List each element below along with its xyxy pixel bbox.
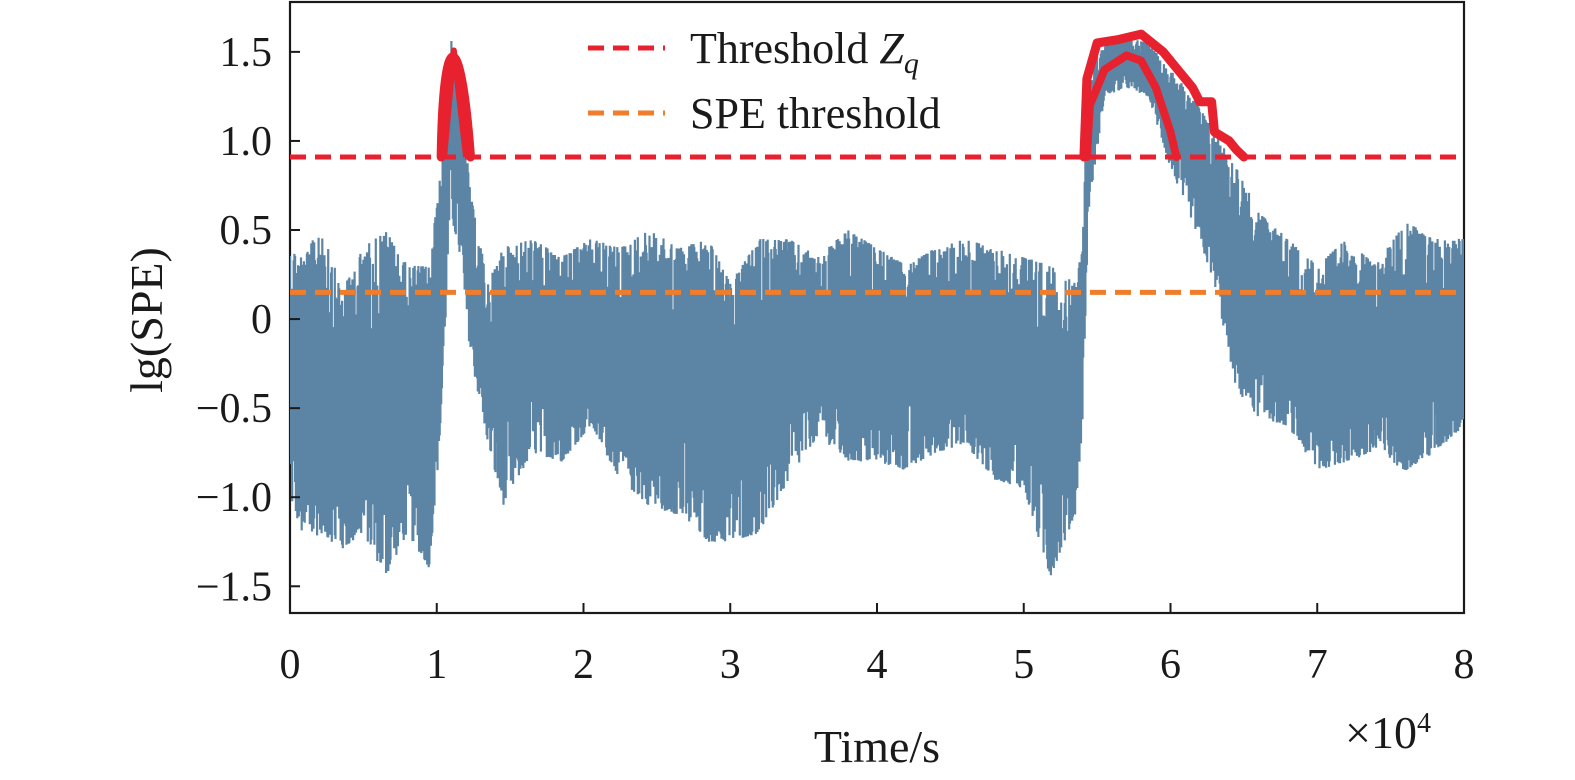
x-axis-multiplier: ×104 (1345, 707, 1431, 758)
legend-label-threshold-zq: Threshold Zq (690, 24, 919, 80)
y-tick-label: 0 (251, 297, 272, 343)
x-tick-label: 4 (867, 642, 888, 688)
y-axis-title: lg(SPE) (121, 247, 172, 393)
signal-series (290, 38, 1464, 576)
x-tick-label: 7 (1307, 642, 1328, 688)
x-tick-label: 0 (280, 642, 301, 688)
y-tick-label: 1.5 (220, 30, 273, 76)
exceedance-upper-outline (1079, 29, 1249, 162)
x-axis-ticks: 0 1 2 3 4 5 6 7 8 (280, 603, 1475, 688)
x-tick-label: 6 (1160, 642, 1181, 688)
legend-label-spe-threshold: SPE threshold (690, 89, 941, 138)
legend: Threshold Zq SPE threshold (588, 24, 941, 138)
x-tick-label: 8 (1454, 642, 1475, 688)
x-tick-label: 2 (573, 642, 594, 688)
y-tick-label: −0.5 (196, 386, 272, 432)
y-tick-label: 0.5 (220, 208, 273, 254)
threshold-lines (290, 154, 1464, 295)
y-tick-label: 1.0 (220, 119, 273, 165)
x-axis-title: Time/s (814, 721, 940, 772)
y-tick-label: −1.5 (196, 564, 272, 610)
exceedance-peak-inner (441, 47, 470, 158)
x-tick-label: 3 (720, 642, 741, 688)
exceedance-series (436, 29, 1249, 162)
y-axis-ticks: −1.5 −1.0 −0.5 0 0.5 1.0 1.5 (196, 30, 300, 610)
x-tick-label: 5 (1013, 642, 1034, 688)
x-tick-label: 1 (426, 642, 447, 688)
spe-signal-line (290, 38, 1464, 576)
exceedance-lower-outline (1082, 51, 1181, 161)
y-tick-label: −1.0 (196, 475, 272, 521)
